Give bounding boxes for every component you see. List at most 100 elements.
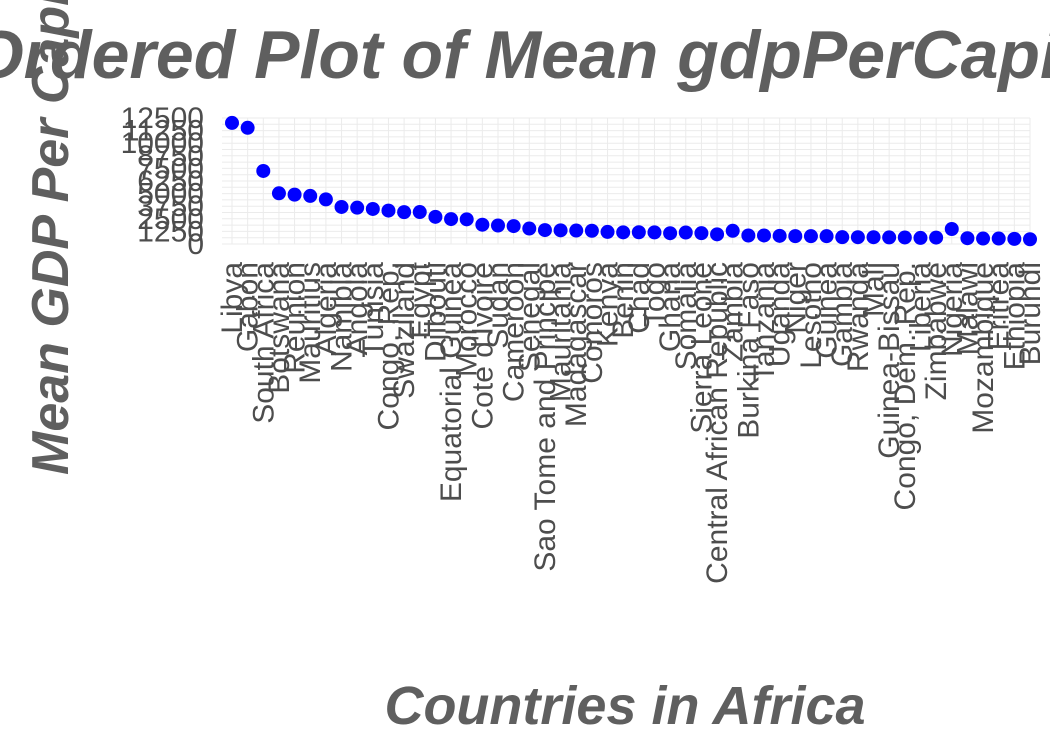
data-point bbox=[397, 205, 412, 220]
data-point bbox=[616, 225, 631, 240]
x-tick-label: Rwanda bbox=[842, 262, 875, 372]
y-tick-label: 6250 bbox=[137, 165, 204, 198]
data-point bbox=[240, 120, 255, 135]
data-point bbox=[913, 230, 928, 245]
x-tick-label: Equatorial Guinea bbox=[435, 262, 468, 502]
x-tick-label: Eritrea bbox=[983, 262, 1016, 351]
data-point bbox=[897, 230, 912, 245]
data-point bbox=[491, 218, 505, 233]
data-point bbox=[741, 228, 756, 243]
data-point bbox=[960, 231, 975, 246]
x-tick-label: Guinea bbox=[811, 262, 844, 359]
data-point bbox=[694, 226, 709, 241]
data-point bbox=[757, 228, 771, 243]
x-tick-label: Zambia bbox=[717, 262, 750, 362]
data-point bbox=[350, 200, 365, 215]
data-point bbox=[1007, 231, 1022, 246]
x-tick-label: Ethiopia bbox=[998, 262, 1031, 371]
x-tick-label: Chad bbox=[623, 262, 656, 334]
x-tick-label: Mauritius bbox=[294, 262, 327, 384]
data-point bbox=[663, 226, 678, 241]
data-point bbox=[318, 192, 333, 207]
chart-title: Ordered Plot of Mean gdpPerCapita bbox=[0, 17, 1050, 93]
data-point bbox=[522, 221, 537, 236]
y-tick-label: 8750 bbox=[137, 140, 204, 173]
data-point bbox=[803, 229, 818, 244]
data-point bbox=[412, 205, 427, 220]
x-tick-label: Congo, Dem. Rep. bbox=[889, 262, 922, 510]
data-point bbox=[475, 217, 490, 232]
x-tick-label: Central African Republic bbox=[701, 262, 734, 584]
x-tick-label: Swaziland bbox=[388, 262, 421, 399]
x-tick-label: Namibia bbox=[326, 262, 359, 372]
data-point bbox=[334, 199, 349, 214]
data-point bbox=[819, 229, 834, 244]
data-point bbox=[506, 219, 521, 234]
y-tick-label: 12500 bbox=[121, 102, 204, 135]
data-point bbox=[944, 222, 959, 237]
x-tick-label: Ghana bbox=[654, 262, 687, 352]
x-tick-label: Zimbabwe bbox=[920, 262, 953, 400]
data-point bbox=[584, 223, 599, 238]
x-tick-label: South Africa bbox=[247, 262, 280, 424]
data-point bbox=[678, 225, 693, 240]
x-tick-label: Kenya bbox=[592, 262, 625, 347]
x-tick-label: Tanzania bbox=[748, 262, 781, 382]
x-tick-label: Gambia bbox=[826, 262, 859, 367]
y-tick-label: 11250 bbox=[123, 115, 204, 148]
y-axis-label: Mean GDP Per Capita bbox=[22, 0, 80, 475]
x-tick-label: Nigeria bbox=[936, 262, 969, 357]
data-point bbox=[725, 223, 740, 238]
x-tick-label: Lesotho bbox=[795, 262, 828, 369]
data-point bbox=[225, 115, 239, 130]
data-point bbox=[882, 230, 897, 245]
x-tick-label: Somalia bbox=[670, 262, 703, 371]
x-axis-label: Countries in Africa bbox=[384, 676, 865, 736]
data-point bbox=[710, 227, 725, 242]
data-point bbox=[553, 223, 568, 238]
y-tick-label: 5000 bbox=[137, 178, 204, 211]
data-point bbox=[287, 187, 302, 202]
data-point bbox=[866, 230, 881, 245]
x-tick-label: Cameroon bbox=[498, 262, 531, 402]
data-point bbox=[631, 225, 646, 240]
x-tick-label: Niger bbox=[779, 262, 812, 334]
y-tick-label: 0 bbox=[187, 228, 204, 261]
data-point bbox=[835, 230, 850, 245]
data-point bbox=[1023, 232, 1037, 247]
x-tick-label: Djibouti bbox=[419, 262, 452, 362]
grid-layer bbox=[222, 117, 1031, 245]
y-tick-label: 10000 bbox=[121, 127, 204, 160]
data-point bbox=[381, 203, 396, 218]
x-tick-label: Malawi bbox=[951, 262, 984, 355]
x-tick-label: Uganda bbox=[764, 262, 797, 367]
x-tick-label: Senegal bbox=[513, 262, 546, 372]
x-tick-label: Burundi bbox=[1014, 262, 1047, 365]
x-tick-label: Mozambique bbox=[967, 262, 1000, 434]
x-tick-label: Benin bbox=[607, 262, 640, 339]
data-point bbox=[929, 230, 944, 245]
x-tick-label: Botswana bbox=[263, 262, 296, 394]
y-axis-ticks: 0125025003750500062507500875010000112501… bbox=[121, 102, 204, 261]
data-points bbox=[225, 115, 1037, 247]
x-tick-label: Sudan bbox=[482, 262, 515, 349]
x-tick-label: Angola bbox=[341, 262, 374, 356]
data-point bbox=[428, 209, 443, 224]
data-point bbox=[537, 223, 552, 238]
data-point bbox=[569, 223, 584, 238]
y-tick-label: 2500 bbox=[137, 203, 204, 236]
x-tick-label: Cote d'Ivoire bbox=[466, 262, 499, 429]
x-tick-label: Togo bbox=[638, 262, 671, 327]
x-tick-label: Sierra Leone bbox=[685, 262, 718, 434]
data-point bbox=[365, 201, 380, 216]
data-point bbox=[976, 231, 991, 246]
x-tick-label: Egypt bbox=[404, 261, 437, 338]
x-tick-label: Mauritania bbox=[545, 262, 578, 402]
x-tick-label: Congo, Rep. bbox=[372, 262, 405, 430]
x-tick-label: Sao Tome and Principe bbox=[529, 262, 562, 572]
x-tick-label: Madagascar bbox=[560, 262, 593, 427]
data-point bbox=[271, 186, 286, 201]
y-tick-label: 3750 bbox=[137, 190, 204, 223]
